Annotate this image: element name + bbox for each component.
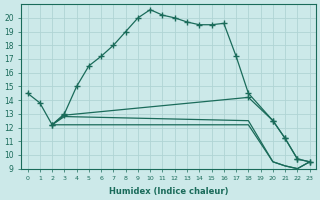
X-axis label: Humidex (Indice chaleur): Humidex (Indice chaleur) bbox=[109, 187, 228, 196]
